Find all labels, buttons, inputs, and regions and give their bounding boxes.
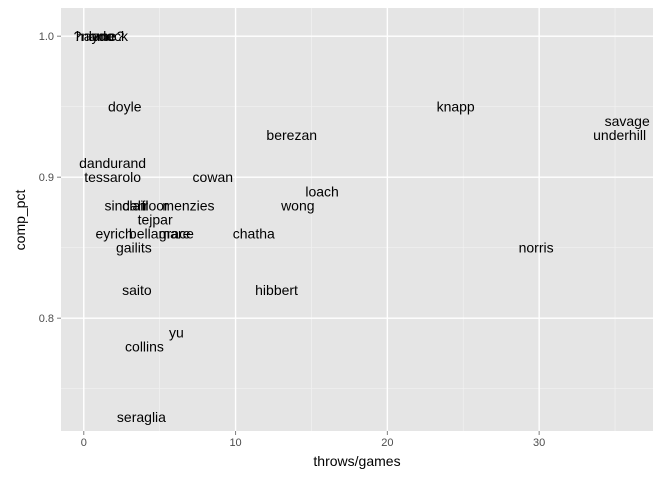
point-label: ?name? <box>74 28 125 44</box>
point-label: tessarolo <box>84 169 141 185</box>
point-label: yu <box>169 324 184 340</box>
point-label: haydock <box>76 28 129 44</box>
point-label: eyrich <box>95 226 132 242</box>
point-label: gailits <box>116 240 152 256</box>
point-label: savage <box>605 113 650 129</box>
point-label: chatha <box>233 226 275 242</box>
y-tick-label: 0.9 <box>39 172 54 184</box>
x-axis-title: throws/games <box>313 453 400 469</box>
point-label: sinclair <box>104 197 148 213</box>
point-label: seraglia <box>117 409 166 425</box>
point-label: collins <box>125 338 164 354</box>
point-label: tejpar <box>138 212 173 228</box>
major-gridlines <box>61 8 653 431</box>
point-label: cowan <box>193 169 233 185</box>
point-label: loach <box>305 183 338 199</box>
point-label: dahl <box>122 197 148 213</box>
x-tick-label: 20 <box>381 437 393 449</box>
point-label: grace <box>159 226 194 242</box>
point-label: hibbert <box>255 282 298 298</box>
point-label: saito <box>122 282 152 298</box>
point-label: underhill <box>593 127 646 143</box>
x-tick-label: 0 <box>81 437 87 449</box>
axis-ticks: 0 10 20 30 0.8 0.9 1.0 <box>39 31 546 449</box>
y-tick-label: 0.8 <box>39 313 54 325</box>
point-label: doyle <box>108 99 142 115</box>
point-label: dandurand <box>79 155 146 171</box>
point-label: wong <box>280 197 314 213</box>
point-label: knapp <box>437 99 475 115</box>
point-label: lane <box>89 28 116 44</box>
point-label: berezan <box>266 127 317 143</box>
point-label: bellamare <box>129 226 191 242</box>
y-tick-label: 1.0 <box>39 31 54 43</box>
point-label: norris <box>519 240 554 256</box>
x-tick-label: 30 <box>533 437 545 449</box>
point-label: floor <box>141 197 169 213</box>
y-axis-title: comp_pct <box>12 190 28 251</box>
minor-gridlines <box>61 8 653 431</box>
x-tick-label: 10 <box>229 437 241 449</box>
point-label: menzies <box>162 197 214 213</box>
